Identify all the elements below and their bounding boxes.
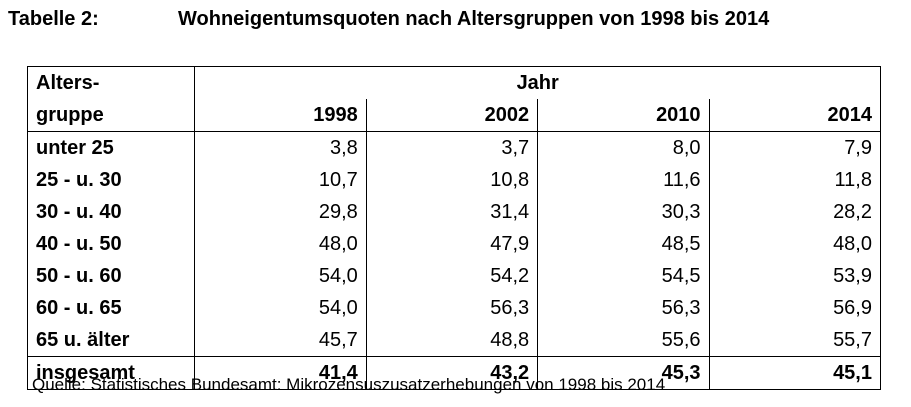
table-cell: 10,8 <box>365 164 539 196</box>
table-row: 50 - u. 60 54,0 54,2 54,5 53,9 <box>26 260 882 292</box>
year-group-header: Jahr <box>194 66 881 99</box>
age-group-label: 25 - u. 30 <box>26 164 196 196</box>
table-cell: 55,7 <box>708 324 882 357</box>
table-cell: 54,2 <box>365 260 539 292</box>
year-header: 1998 <box>194 99 367 132</box>
table-cell: 28,2 <box>708 196 882 228</box>
table-cell: 11,8 <box>708 164 882 196</box>
table-cell: 30,3 <box>537 196 710 228</box>
age-group-label: unter 25 <box>26 131 196 164</box>
table-cell: 7,9 <box>708 131 882 164</box>
table-cell: 45,7 <box>194 324 367 357</box>
table-cell: 54,0 <box>194 292 367 324</box>
table-cell: 8,0 <box>537 131 710 164</box>
header-row-group: Alters- Jahr <box>26 66 881 99</box>
total-cell: 45,3 <box>537 356 710 390</box>
year-header: 2010 <box>537 99 710 132</box>
table-cell: 56,3 <box>537 292 710 324</box>
age-group-label: 40 - u. 50 <box>26 228 196 260</box>
caption-title: Wohneigentumsquoten nach Altersgruppen v… <box>178 8 770 30</box>
year-header: 2014 <box>708 99 882 132</box>
age-group-label: 50 - u. 60 <box>26 260 196 292</box>
total-cell: 41,4 <box>194 356 367 390</box>
ownership-rate-table: Alters- Jahr gruppe 1998 2002 2010 2014 … <box>26 66 882 390</box>
total-cell: 45,1 <box>708 356 882 390</box>
table-row: 40 - u. 50 48,0 47,9 48,5 48,0 <box>26 228 882 260</box>
table-cell: 48,0 <box>194 228 367 260</box>
table-cell: 3,8 <box>194 131 367 164</box>
table-cell: 54,0 <box>194 260 367 292</box>
table-row: 65 u. älter 45,7 48,8 55,6 55,7 <box>26 324 882 357</box>
header-row-years: gruppe 1998 2002 2010 2014 <box>26 99 882 132</box>
table-row: 30 - u. 40 29,8 31,4 30,3 28,2 <box>26 196 882 228</box>
table-cell: 48,0 <box>708 228 882 260</box>
table-cell: 11,6 <box>537 164 710 196</box>
table-cell: 48,5 <box>537 228 710 260</box>
table-cell: 3,7 <box>365 131 539 164</box>
table-cell: 29,8 <box>194 196 367 228</box>
table-cell: 10,7 <box>194 164 367 196</box>
table-cell: 53,9 <box>708 260 882 292</box>
corner-header-line1: Alters- <box>26 66 196 99</box>
year-header: 2002 <box>365 99 539 132</box>
table-row: 25 - u. 30 10,7 10,8 11,6 11,8 <box>26 164 882 196</box>
table-row: 60 - u. 65 54,0 56,3 56,3 56,9 <box>26 292 882 324</box>
age-group-label: 60 - u. 65 <box>26 292 196 324</box>
table-cell: 56,9 <box>708 292 882 324</box>
table-cell: 54,5 <box>537 260 710 292</box>
source-note: Quelle: Statistisches Bundesamt: Mikroze… <box>32 375 666 394</box>
table-row: unter 25 3,8 3,7 8,0 7,9 <box>26 131 882 164</box>
age-group-label: 65 u. älter <box>26 324 196 357</box>
age-group-label: 30 - u. 40 <box>26 196 196 228</box>
table-cell: 48,8 <box>365 324 539 357</box>
table-caption: Tabelle 2: Wohneigentumsquoten nach Alter… <box>8 8 769 31</box>
table-cell: 55,6 <box>537 324 710 357</box>
caption-label: Tabelle 2: <box>8 8 99 30</box>
table-cell: 56,3 <box>365 292 539 324</box>
total-row: insgesamt 41,4 43,2 45,3 45,1 <box>26 356 882 390</box>
corner-header-line2: gruppe <box>26 99 196 132</box>
total-label: insgesamt <box>26 356 196 390</box>
table-cell: 31,4 <box>365 196 539 228</box>
table-cell: 47,9 <box>365 228 539 260</box>
